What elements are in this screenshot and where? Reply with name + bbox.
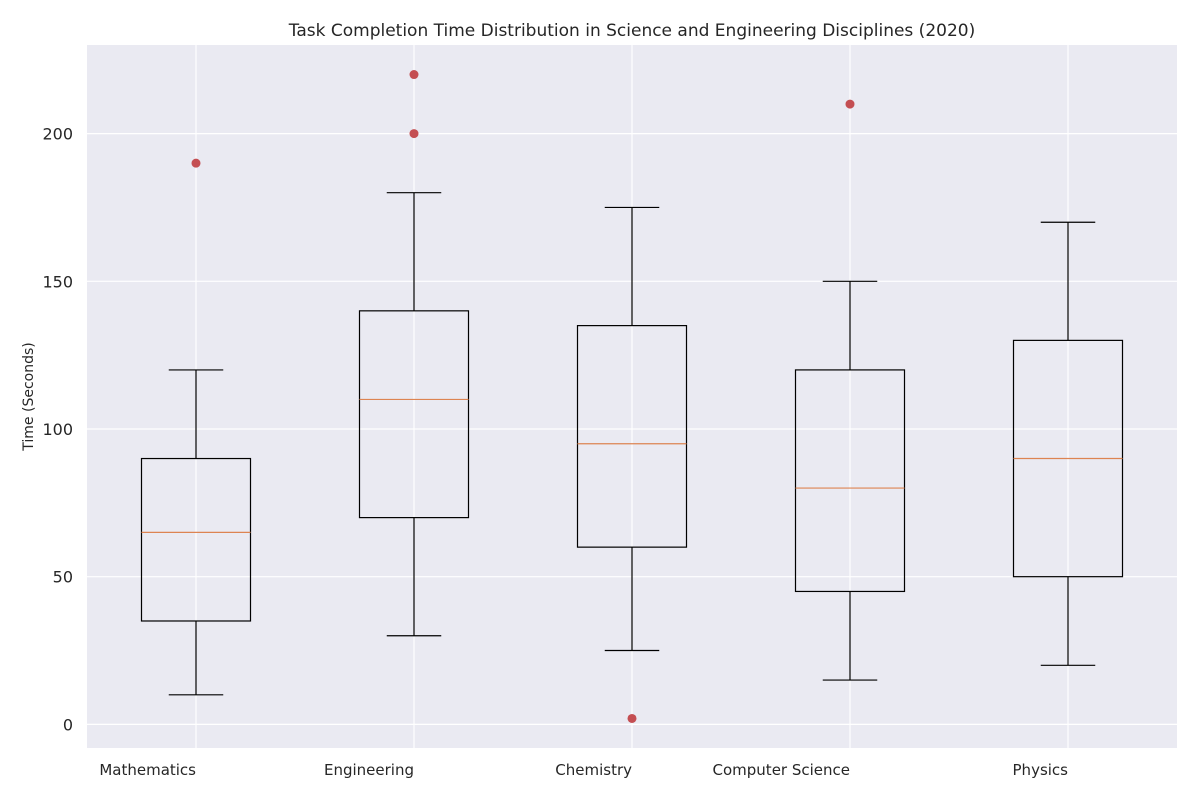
y-tick-label: 50	[53, 568, 73, 587]
iqr-box	[576, 325, 688, 548]
x-tick-label: Computer Science	[713, 761, 850, 779]
box-1	[140, 158, 252, 696]
y-tick-label: 100	[42, 420, 73, 439]
boxes-layer	[140, 70, 1124, 723]
outlier-point	[409, 129, 419, 139]
iqr-box	[140, 457, 252, 622]
outlier-point	[409, 70, 419, 80]
x-tick-label: Engineering	[324, 761, 414, 779]
y-tick-label: 0	[63, 715, 73, 734]
box-3	[576, 206, 688, 723]
chart-title: Task Completion Time Distribution in Sci…	[288, 21, 975, 41]
iqr-box	[358, 310, 470, 519]
x-tick-label: Mathematics	[99, 761, 196, 779]
y-tick-label: 150	[42, 272, 73, 291]
x-tick-label: Physics	[1013, 761, 1069, 779]
outlier-point	[191, 158, 201, 168]
x-tick-label: Chemistry	[555, 761, 632, 779]
box-4	[794, 99, 906, 681]
iqr-box	[794, 369, 906, 593]
y-tick-label: 200	[42, 125, 73, 144]
outlier-point	[845, 99, 855, 109]
x-axis-ticks: Mathematics Engineering Chemistry Computer …	[99, 761, 1068, 779]
box-5	[1012, 221, 1124, 666]
box-2	[358, 70, 470, 637]
y-axis-label: Time (Seconds)	[21, 342, 37, 451]
outlier-point	[627, 713, 637, 723]
y-axis-ticks: 0 50 100 150 200	[42, 125, 73, 735]
